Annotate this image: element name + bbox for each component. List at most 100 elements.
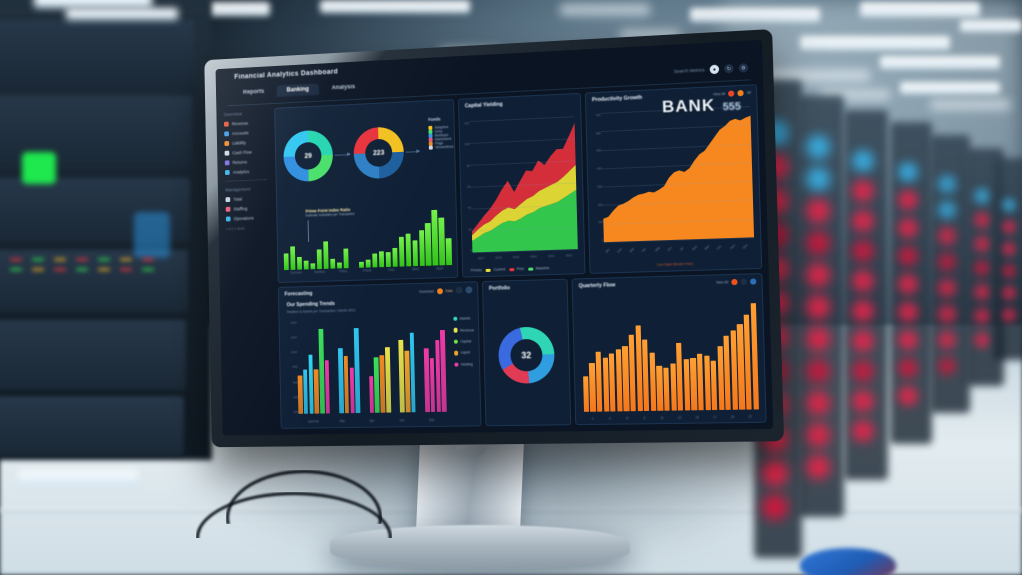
bar <box>750 303 759 410</box>
quarterly-dot[interactable] <box>731 278 738 286</box>
legend-item[interactable]: Assets <box>452 316 474 322</box>
light-strip <box>34 0 152 8</box>
ceiling-light <box>560 4 650 16</box>
ceiling-light <box>880 56 1000 69</box>
quarterly-more-icon[interactable] <box>749 278 757 285</box>
rack-led <box>898 218 918 238</box>
sidebar-item-staffing[interactable]: Staffing <box>225 205 270 213</box>
bar <box>418 229 425 267</box>
rack-led <box>1002 220 1016 234</box>
stacked-legend: Primary Current Prior Baseline <box>471 266 550 272</box>
bar <box>438 217 446 266</box>
desktop-monitor: Financial Analytics Dashboard Reports Ban… <box>204 29 785 448</box>
donut-chart-secondary[interactable]: 223 <box>353 126 405 180</box>
legend-item[interactable]: Current <box>485 267 505 272</box>
green-bars <box>283 209 452 271</box>
rack-led <box>898 302 918 322</box>
rack-led <box>24 104 44 124</box>
rack-indicator <box>98 258 110 261</box>
bar <box>290 245 296 270</box>
axis-tick: 6 <box>608 416 611 421</box>
more-icon[interactable] <box>465 286 473 294</box>
sidebar[interactable]: Overview Revenue Accounts Liability Cash Fl… <box>216 104 279 435</box>
sidebar-item-operations[interactable]: Operations <box>225 215 270 222</box>
orange-area-svg <box>600 115 755 243</box>
tab-reports[interactable]: Reports <box>242 88 265 96</box>
legend-item[interactable]: Baseline <box>528 266 549 271</box>
all-label[interactable]: All <box>746 90 751 95</box>
axis-tick: 200 <box>293 409 299 414</box>
bar <box>385 251 391 268</box>
axis-tick: 80 <box>466 163 471 168</box>
sidebar-item-returns[interactable]: Returns <box>224 159 269 166</box>
bar <box>440 330 447 412</box>
sidebar-item-total[interactable]: Total <box>225 195 270 203</box>
quarterly-xaxis: 4 6 8 9 11 13 15 17 19 21 <box>584 415 759 421</box>
bar <box>669 363 677 411</box>
rack-led <box>938 227 956 245</box>
sidebar-item-liability[interactable]: Liability <box>224 139 268 147</box>
tab-banking[interactable]: Banking <box>276 83 320 98</box>
dashboard-body: Overview Revenue Accounts Liability Cash Fl… <box>216 80 773 436</box>
quarterly-bars <box>581 297 759 412</box>
rack-unit <box>0 250 188 312</box>
rack-indicator <box>10 258 22 261</box>
tab-bar[interactable]: Reports Banking Analysis <box>233 81 366 99</box>
orange-card-tools[interactable]: View All All <box>712 89 751 98</box>
quarterly-expand-icon[interactable] <box>740 278 748 285</box>
axis-tick: 9 <box>643 416 646 421</box>
expand-icon[interactable] <box>455 286 463 294</box>
sidebar-item-icon <box>224 160 230 166</box>
sidebar-item-icon <box>224 169 231 176</box>
tab-analysis[interactable]: Analysis <box>331 84 356 92</box>
sidebar-item-cash-flow[interactable]: Cash Flow <box>224 149 269 157</box>
status-dot-orange[interactable] <box>737 89 744 97</box>
search-label[interactable]: Search Metrics <box>673 67 705 75</box>
refresh-icon[interactable]: ↻ <box>724 63 734 74</box>
rack-led <box>98 352 118 372</box>
bar <box>405 233 412 267</box>
legend-item[interactable]: Prior <box>509 267 524 271</box>
badge-label[interactable]: Data <box>445 288 453 293</box>
legend-item[interactable]: Streamlines <box>428 145 454 151</box>
topbar-actions[interactable]: Search Metrics ● ↻ ⚙ <box>674 63 749 76</box>
rack-led <box>0 36 18 54</box>
area-series <box>470 189 578 253</box>
portfolio-donut-chart[interactable]: 32 <box>497 326 555 385</box>
rack-led <box>806 231 830 255</box>
axis-tick: Prime <box>339 269 348 274</box>
axis-tick: 300 <box>597 184 603 189</box>
sidebar-item-accounts[interactable]: Accounts <box>224 129 268 137</box>
user-avatar-icon[interactable]: ● <box>709 64 720 75</box>
legend-item[interactable]: Holding <box>453 362 475 367</box>
legend-item[interactable]: Liquid <box>453 350 475 356</box>
axis-tick: Feb <box>616 246 623 254</box>
rack-led <box>90 112 110 132</box>
status-dot-red[interactable] <box>728 90 735 97</box>
sidebar-version: v 4.2.1 Build <box>226 226 245 232</box>
legend-item[interactable]: Revenue <box>453 328 474 333</box>
view-all-label[interactable]: View All <box>712 91 726 97</box>
sidebar-item-revenue[interactable]: Revenue <box>224 120 268 128</box>
sidebar-heading: Overview <box>223 111 243 118</box>
settings-icon[interactable]: ⚙ <box>738 63 749 73</box>
bar <box>296 257 303 270</box>
computer-mouse <box>800 548 896 575</box>
kpi-legends: Funds Adaptive Grey Buildups Mainframe Page S… <box>428 114 458 151</box>
bar <box>690 357 697 411</box>
axis-tick: 400 <box>596 166 602 171</box>
sidebar-item-icon <box>224 131 230 137</box>
bar <box>656 365 663 411</box>
axis-tick: 2018 <box>495 255 502 260</box>
forecast-card-tools[interactable]: Download Data <box>419 286 473 294</box>
orange-plot: 700 600 500 400 300 200 100 0 Jan Feb Mar Apr May Ju… <box>595 105 755 254</box>
badge-dot[interactable] <box>436 287 443 294</box>
quarterly-view-all[interactable]: View All <box>715 280 729 285</box>
bar <box>622 345 630 412</box>
donut-chart-primary[interactable]: 29 <box>283 129 334 183</box>
download-label[interactable]: Download <box>419 288 434 294</box>
sidebar-item-analytics[interactable]: Analytics <box>224 168 269 176</box>
legend-item[interactable]: Capital <box>453 339 474 344</box>
bar <box>404 350 411 413</box>
quarterly-tools[interactable]: View All <box>715 278 757 286</box>
